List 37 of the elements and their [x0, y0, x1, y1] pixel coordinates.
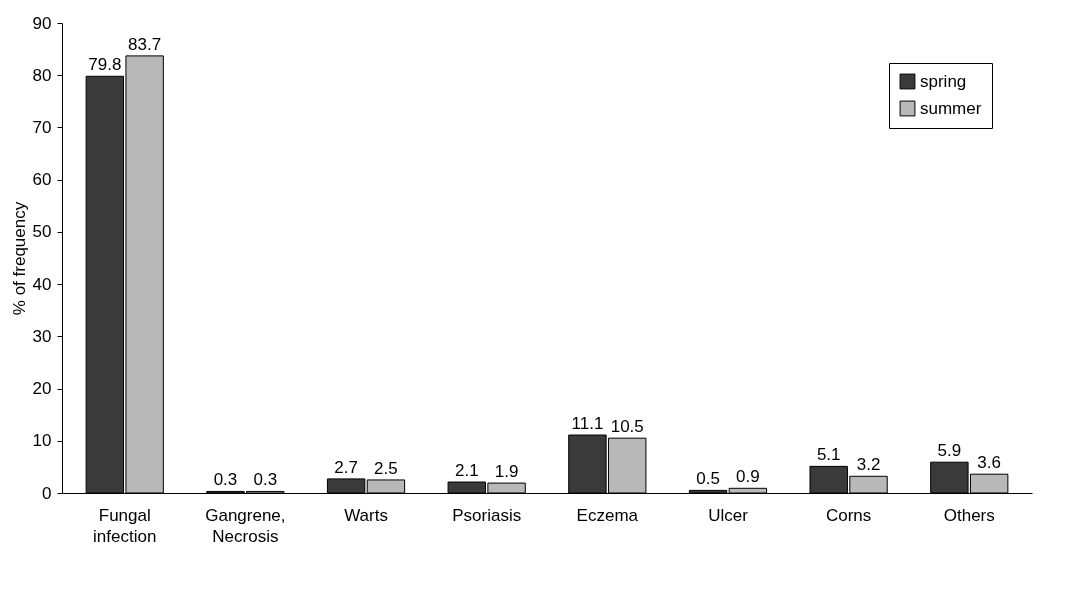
data-label: 3.2: [856, 455, 881, 475]
x-tick-label: Ulcer: [708, 505, 749, 525]
data-label: 10.5: [610, 417, 644, 437]
y-tick-label: 10: [32, 431, 52, 451]
data-label: 2.5: [374, 458, 398, 478]
y-tick-label: 80: [32, 65, 52, 85]
x-tick-label: Psoriasis: [452, 505, 522, 525]
legend-label: spring: [920, 71, 967, 91]
x-tick-label: Eczema: [576, 505, 639, 525]
y-tick-label: 50: [32, 222, 52, 242]
data-label: 2.1: [454, 461, 479, 481]
x-tick-label: Gangrene, Necrosis: [205, 505, 286, 546]
legend-label: summer: [920, 98, 982, 118]
data-label: 3.6: [977, 453, 1001, 473]
data-label: 11.1: [571, 414, 604, 434]
y-tick-label: 40: [32, 274, 52, 294]
data-label: 2.7: [334, 457, 358, 477]
y-tick-label: 20: [32, 379, 52, 399]
y-tick-label: 70: [32, 117, 52, 137]
y-tick-label: 0: [42, 483, 52, 503]
data-label: 5.1: [816, 445, 841, 465]
x-tick-label: Warts: [344, 505, 388, 525]
x-tick-label: Fungal infection: [93, 505, 157, 546]
data-label: 1.9: [494, 462, 519, 482]
y-tick-label: 90: [32, 13, 52, 33]
y-tick-label: 60: [32, 170, 52, 190]
x-tick-label: Corns: [825, 505, 872, 525]
data-label: 5.9: [937, 441, 962, 461]
data-label: 0.3: [253, 470, 278, 490]
data-label: 79.8: [88, 55, 122, 75]
y-tick-label: 30: [32, 326, 52, 346]
data-label: 83.7: [128, 34, 162, 54]
data-label: 0.3: [213, 470, 238, 490]
x-tick-label: Others: [943, 505, 995, 525]
data-label: 0.9: [736, 467, 760, 487]
y-axis-title: % of frequency: [9, 201, 29, 316]
data-label: 0.5: [696, 469, 720, 489]
